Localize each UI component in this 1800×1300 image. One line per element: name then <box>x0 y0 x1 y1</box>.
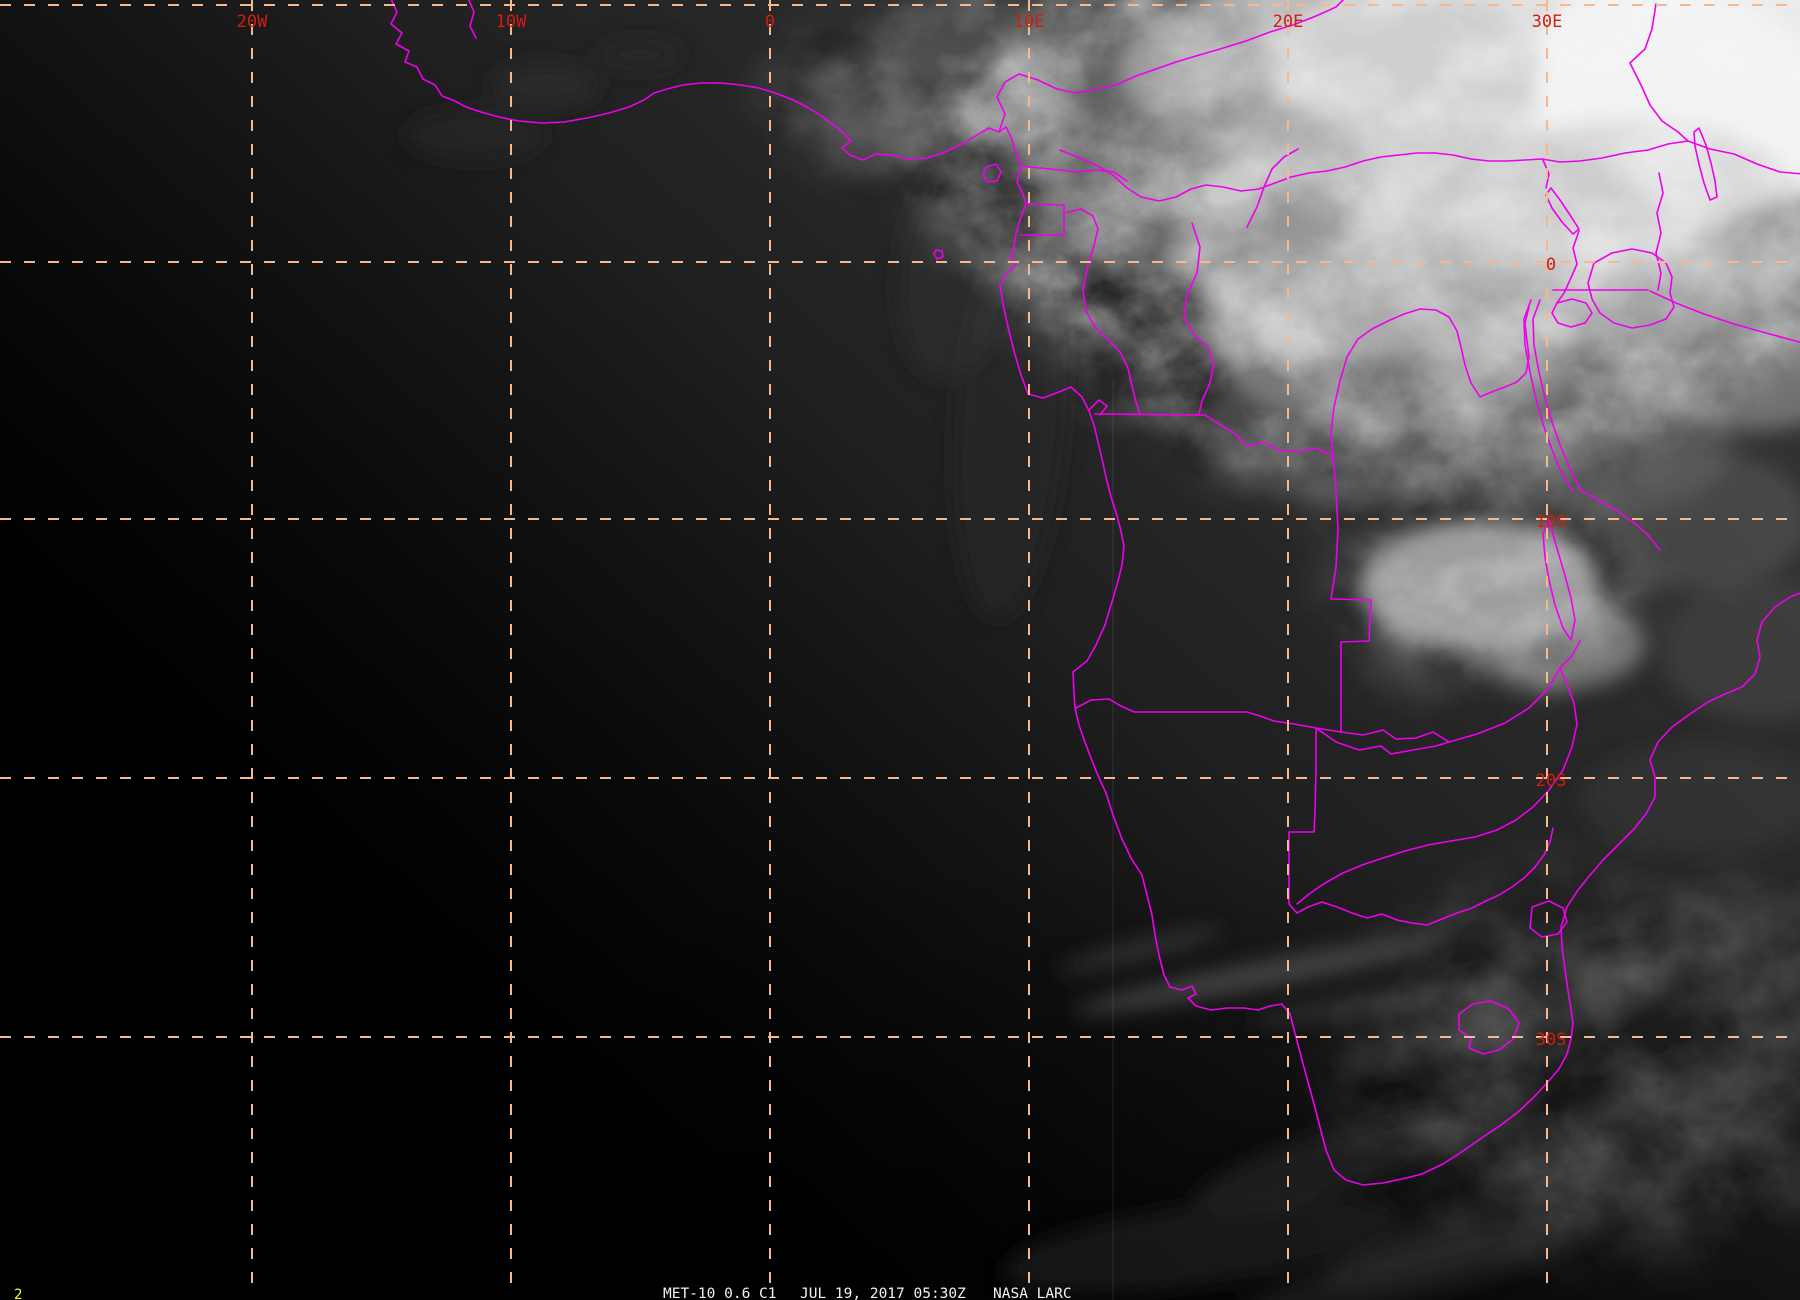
islands-bioko-saotome <box>933 163 1002 260</box>
country-borders-west-central <box>467 0 1543 415</box>
caption-datetime: JUL 19, 2017 05:30Z <box>800 1286 966 1300</box>
coastline-africa <box>390 0 1800 1186</box>
longitude-label: 0 <box>765 12 775 32</box>
longitude-label: 10W <box>496 12 527 32</box>
latitude-label: 30S <box>1536 1030 1567 1050</box>
country-borders-east-africa <box>1541 3 1800 551</box>
longitude-label: 30E <box>1532 12 1563 32</box>
image-seam-artifact <box>1112 380 1114 1300</box>
longitude-label: 10E <box>1014 12 1045 32</box>
caption-credit: NASA LARC <box>993 1286 1072 1300</box>
political-boundaries-overlay <box>390 0 1800 1186</box>
caption-instrument: MET-10 0.6 C1 <box>663 1286 777 1300</box>
latitude-label: 10S <box>1536 512 1567 532</box>
latitude-label: 0 <box>1546 255 1556 275</box>
caption-bar: MET-10 0.6 C1 JUL 19, 2017 05:30Z NASA L… <box>663 1286 1072 1300</box>
latlon-grid-labels: 20W 10W 0 10E 20E 30E 0 10S 20S 30S <box>237 12 1567 1050</box>
longitude-label: 20E <box>1273 12 1304 32</box>
longitude-label: 20W <box>237 12 268 32</box>
lake-outlines <box>1523 127 1718 641</box>
frame-number: 2 <box>14 1287 22 1300</box>
latitude-label: 20S <box>1536 771 1567 791</box>
country-borders-southern-africa <box>1075 306 1581 1055</box>
